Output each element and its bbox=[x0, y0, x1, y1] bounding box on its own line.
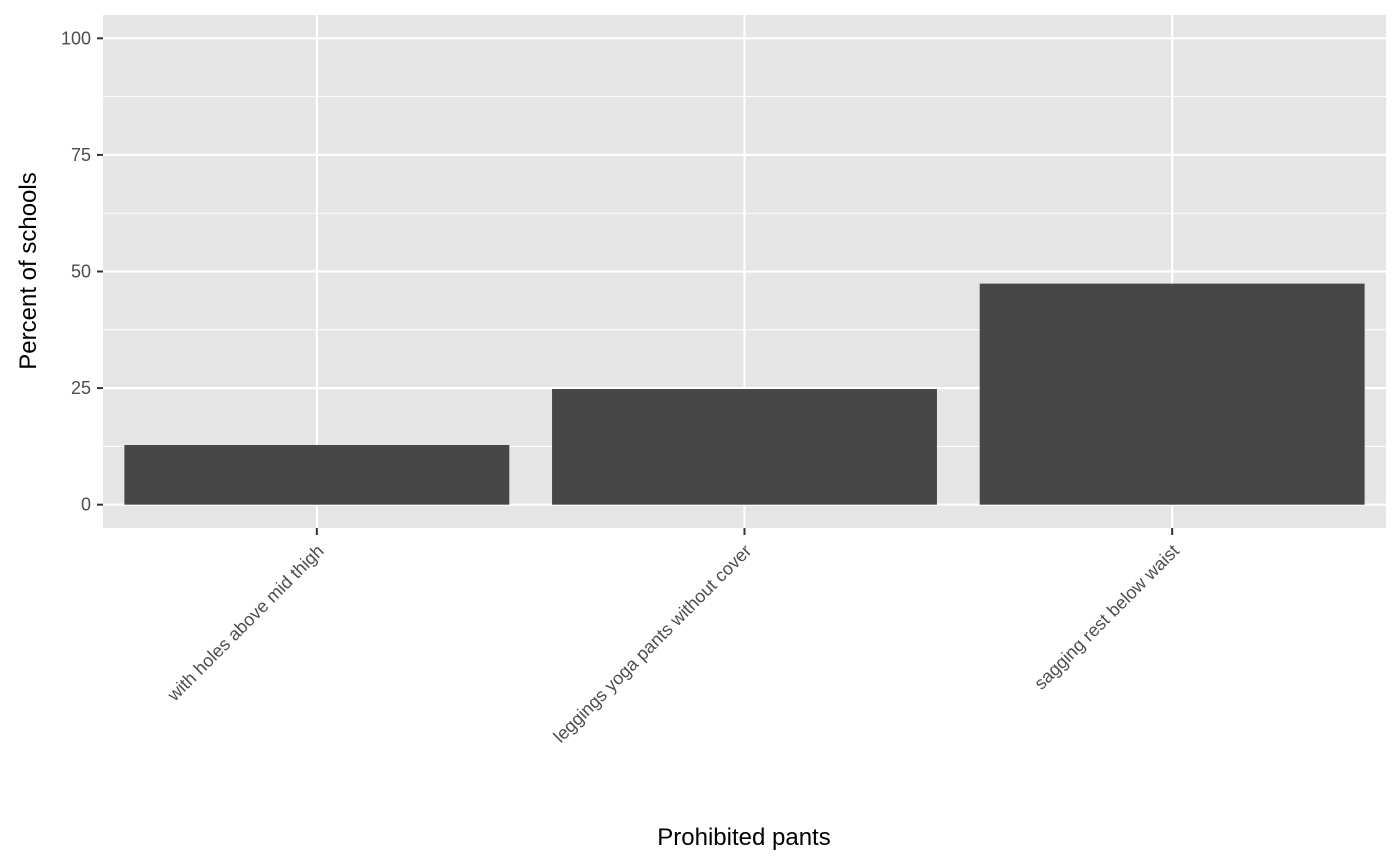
bar bbox=[124, 444, 510, 505]
y-tick-label: 50 bbox=[71, 262, 91, 282]
y-tick-label: 75 bbox=[71, 145, 91, 165]
y-axis: 0 25 50 75 100 bbox=[61, 28, 103, 515]
y-tick-label: 0 bbox=[81, 495, 91, 515]
x-axis: with holes above mid thigh leggings yoga … bbox=[163, 528, 1183, 747]
x-tick-label: with holes above mid thigh bbox=[163, 541, 328, 706]
x-tick-label: sagging rest below waist bbox=[1030, 541, 1183, 694]
y-tick-label: 100 bbox=[61, 28, 91, 48]
y-axis-title: Percent of schools bbox=[15, 172, 42, 369]
bar bbox=[552, 389, 937, 505]
bars bbox=[124, 283, 1365, 505]
x-axis-title: Prohibited pants bbox=[657, 824, 830, 851]
x-tick-label: leggings yoga pants without cover bbox=[549, 541, 755, 747]
y-tick-label: 25 bbox=[71, 378, 91, 398]
bar bbox=[979, 283, 1365, 505]
